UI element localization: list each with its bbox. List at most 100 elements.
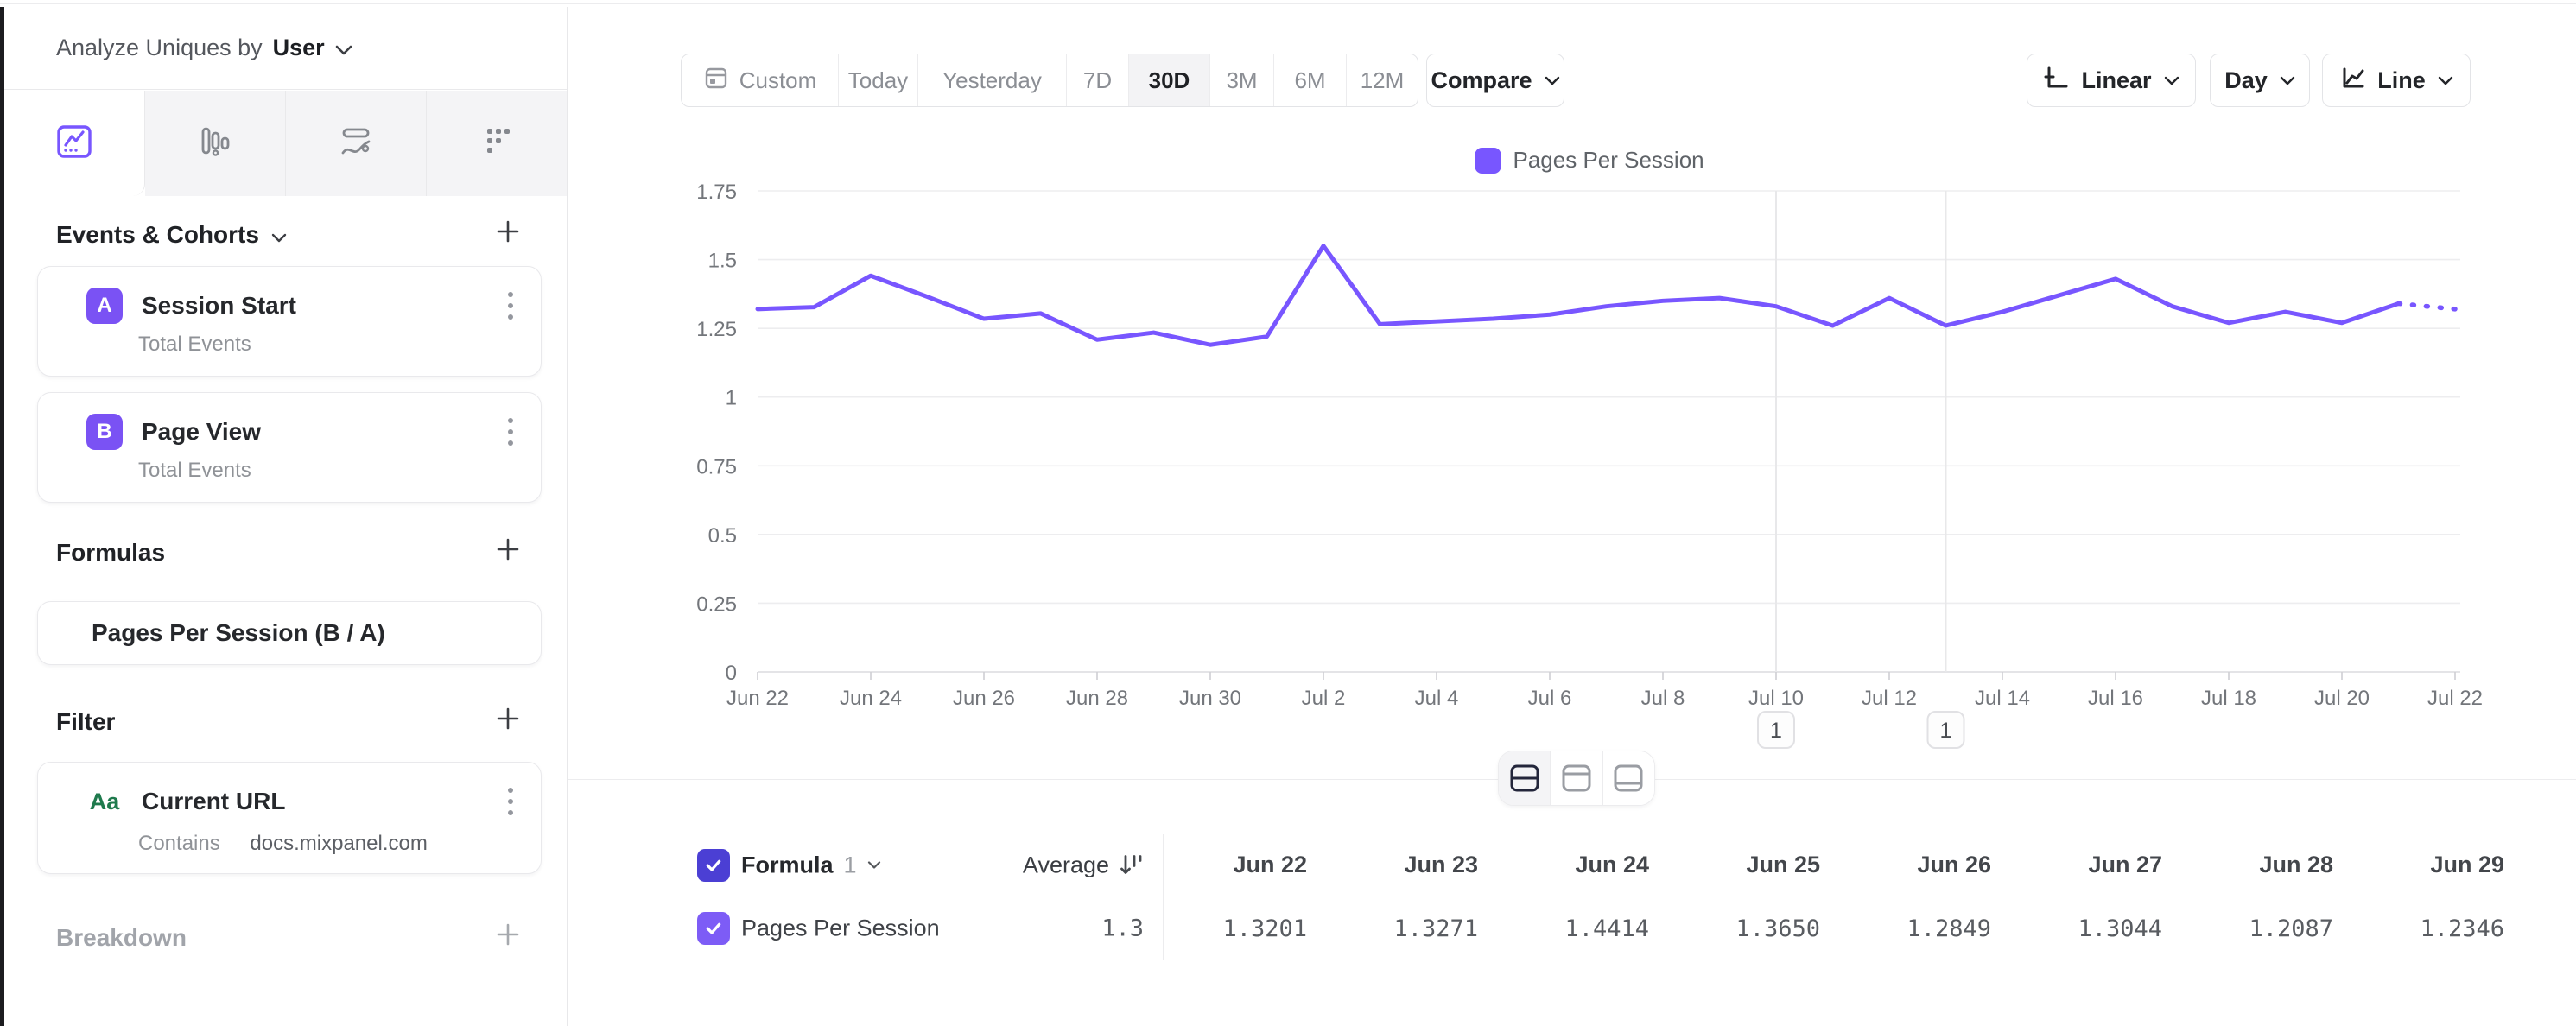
layout-toggle-group bbox=[1498, 750, 1655, 806]
svg-text:Jul 4: Jul 4 bbox=[1415, 687, 1459, 710]
range-12m[interactable]: 12M bbox=[1347, 54, 1418, 106]
event-aggregation[interactable]: Total Events bbox=[138, 459, 251, 482]
chevron-down-icon[interactable] bbox=[271, 221, 287, 249]
series-checkbox[interactable] bbox=[697, 912, 730, 945]
formula-card[interactable]: Pages Per Session (B / A) bbox=[37, 601, 542, 665]
kebab-menu-icon[interactable] bbox=[503, 413, 518, 451]
range-label: Today bbox=[847, 66, 909, 93]
column-header[interactable]: Jun 27 bbox=[2088, 852, 2162, 877]
tab-flows[interactable] bbox=[427, 91, 567, 196]
event-card-session-start[interactable]: A Session Start Total Events bbox=[37, 266, 542, 377]
window-top-border bbox=[0, 3, 2576, 4]
range-7d[interactable]: 7D bbox=[1067, 54, 1129, 106]
layout-table-only-button[interactable] bbox=[1602, 751, 1654, 805]
cell-value: 1.2087 bbox=[2249, 915, 2333, 942]
svg-text:Jun 24: Jun 24 bbox=[840, 687, 902, 710]
range-3m[interactable]: 3M bbox=[1210, 54, 1274, 106]
tab-retention[interactable] bbox=[286, 91, 427, 196]
date-value-cells: 1.3201 1.3271 1.4414 1.3650 1.2849 1.304… bbox=[1143, 897, 2511, 960]
breakdown-section-title: Breakdown bbox=[56, 923, 187, 951]
layout-split-button[interactable] bbox=[1499, 751, 1551, 805]
filter-condition[interactable]: Contains docs.mixpanel.com bbox=[138, 832, 428, 856]
svg-text:0.25: 0.25 bbox=[696, 592, 737, 616]
flows-dots-icon bbox=[477, 122, 517, 166]
add-filter-button[interactable] bbox=[494, 705, 522, 738]
cell-value: 1.3650 bbox=[1735, 915, 1820, 942]
column-header[interactable]: Jun 28 bbox=[2259, 852, 2333, 877]
date-range-selector: Custom Today Yesterday 7D 30D 3M 6M 12M bbox=[681, 54, 1418, 107]
table-header-row: Formula 1 Average Jun 22 Jun 23 Jun 24 J… bbox=[568, 834, 2576, 896]
cell-value: 1.2346 bbox=[2420, 915, 2504, 942]
add-formula-button[interactable] bbox=[494, 535, 522, 569]
range-label: Custom bbox=[739, 66, 817, 93]
cell-value: 1.3201 bbox=[1222, 915, 1307, 942]
sort-descending-icon[interactable] bbox=[1118, 853, 1144, 877]
insights-line-icon bbox=[54, 122, 94, 166]
svg-text:Jul 2: Jul 2 bbox=[1302, 687, 1346, 710]
legend-label[interactable]: Pages Per Session bbox=[1513, 147, 1704, 173]
column-header[interactable]: Jun 26 bbox=[1917, 852, 1991, 877]
filter-section-title: Filter bbox=[56, 707, 116, 735]
kebab-menu-icon[interactable] bbox=[503, 782, 518, 820]
line-chart-icon bbox=[2339, 65, 2365, 97]
line-chart[interactable]: 0 0.25 0.5 0.75 1 1.25 1.5 1.75 1 1 Jun 22 Jun 24 Ju… bbox=[568, 93, 2576, 776]
formula-column-label[interactable]: Formula bbox=[741, 852, 834, 877]
average-column-label[interactable]: Average bbox=[1022, 852, 1109, 877]
column-header[interactable]: Jun 29 bbox=[2430, 852, 2504, 877]
kebab-menu-icon[interactable] bbox=[503, 287, 518, 325]
cell-value: 1.3044 bbox=[2078, 915, 2162, 942]
cell-value: 1.4414 bbox=[1564, 915, 1649, 942]
filter-operator[interactable]: Contains bbox=[138, 832, 220, 855]
chevron-down-icon[interactable] bbox=[335, 35, 352, 61]
svg-text:1: 1 bbox=[726, 387, 737, 410]
events-section-header: Events & Cohorts bbox=[56, 218, 522, 251]
range-yesterday[interactable]: Yesterday bbox=[918, 54, 1067, 106]
column-header[interactable]: Jun 22 bbox=[1233, 852, 1307, 877]
range-30d[interactable]: 30D bbox=[1129, 54, 1210, 106]
compare-label: Compare bbox=[1431, 66, 1532, 93]
interval-dropdown[interactable]: Day bbox=[2210, 54, 2310, 107]
tab-insights[interactable] bbox=[4, 91, 145, 196]
range-today[interactable]: Today bbox=[839, 54, 918, 106]
formula-expression: Pages Per Session (B / A) bbox=[92, 619, 385, 646]
select-all-checkbox[interactable] bbox=[697, 848, 730, 882]
events-section-title: Events & Cohorts bbox=[56, 220, 259, 248]
compare-button[interactable]: Compare bbox=[1426, 54, 1564, 107]
filter-card-current-url[interactable]: Aa Current URL Contains docs.mixpanel.co… bbox=[37, 762, 542, 874]
interval-label: Day bbox=[2224, 66, 2268, 93]
svg-text:Jul 8: Jul 8 bbox=[1641, 687, 1685, 710]
svg-text:1.75: 1.75 bbox=[696, 180, 737, 204]
event-card-page-view[interactable]: B Page View Total Events bbox=[37, 392, 542, 503]
svg-text:Jul 22: Jul 22 bbox=[2427, 687, 2483, 710]
report-type-tabs bbox=[4, 91, 567, 196]
add-event-button[interactable] bbox=[494, 218, 522, 251]
filter-value[interactable]: docs.mixpanel.com bbox=[250, 832, 428, 855]
chart-type-dropdown[interactable]: Line bbox=[2322, 54, 2471, 107]
annotation-badge[interactable] bbox=[1926, 711, 1965, 749]
series-name[interactable]: Pages Per Session bbox=[741, 915, 940, 941]
range-custom[interactable]: Custom bbox=[682, 54, 839, 106]
tab-funnels[interactable] bbox=[145, 91, 286, 196]
analyze-value-dropdown[interactable]: User bbox=[272, 35, 325, 60]
column-header[interactable]: Jun 23 bbox=[1404, 852, 1478, 877]
add-breakdown-button[interactable] bbox=[494, 921, 522, 954]
analyze-uniques-row: Analyze Uniques by User bbox=[4, 7, 567, 90]
svg-text:1: 1 bbox=[1770, 719, 1782, 743]
scale-dropdown[interactable]: Linear bbox=[2027, 54, 2196, 107]
column-header[interactable]: Jun 24 bbox=[1575, 852, 1649, 877]
annotation-badge[interactable] bbox=[1757, 711, 1795, 749]
event-aggregation[interactable]: Total Events bbox=[138, 332, 251, 356]
chart-canvas[interactable]: 0 0.25 0.5 0.75 1 1.25 1.5 1.75 1 1 Jun 22 Jun 24 Ju… bbox=[568, 93, 2576, 776]
window-edge bbox=[0, 7, 4, 1026]
svg-text:Jul 14: Jul 14 bbox=[1975, 687, 2030, 710]
layout-chart-only-button[interactable] bbox=[1551, 751, 1603, 805]
series-line[interactable] bbox=[755, 244, 2401, 347]
range-6m[interactable]: 6M bbox=[1274, 54, 1347, 106]
legend-swatch[interactable] bbox=[1475, 148, 1501, 174]
column-header[interactable]: Jun 25 bbox=[1746, 852, 1820, 877]
breakdown-section-header: Breakdown bbox=[56, 921, 522, 954]
filter-section-header: Filter bbox=[56, 705, 522, 738]
range-label: 30D bbox=[1148, 66, 1190, 93]
chevron-down-icon[interactable] bbox=[867, 861, 881, 870]
